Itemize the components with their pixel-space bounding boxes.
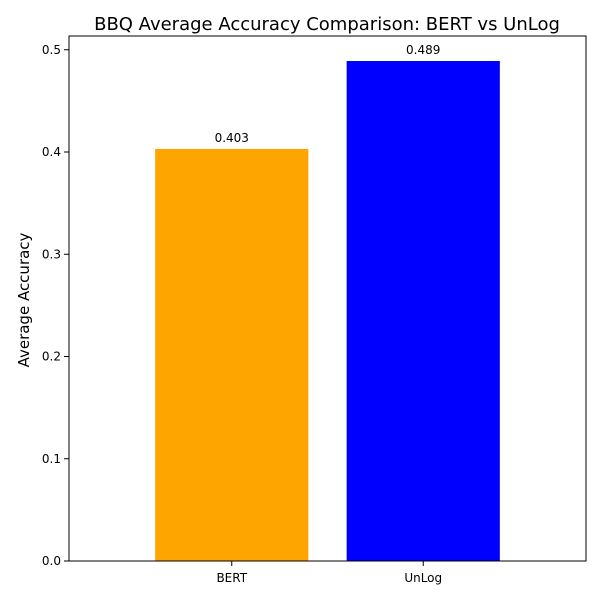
y-tick-label: 0.0 [42, 554, 61, 568]
bar-bert [155, 148, 309, 561]
y-tick-label: 0.1 [42, 452, 61, 466]
y-tick-label: 0.4 [42, 145, 61, 159]
bar-unlog [346, 61, 500, 561]
y-tick-label: 0.5 [42, 43, 61, 57]
y-axis-label: Average Accuracy [15, 232, 33, 367]
data-label-bert: 0.403 [215, 131, 249, 145]
x-tick-label: UnLog [404, 571, 442, 585]
plot-area: 0.403 BERT 0.489 UnLog 0.0 0.1 0.2 0.3 0.4 0.5 [42, 43, 500, 585]
y-tick-label: 0.3 [42, 247, 61, 261]
y-tick-label: 0.2 [42, 350, 61, 364]
x-tick-label: BERT [216, 571, 247, 585]
chart-title: BBQ Average Accuracy Comparison: BERT vs… [94, 14, 560, 35]
plot-frame [68, 35, 587, 562]
data-label-unlog: 0.489 [406, 43, 440, 57]
